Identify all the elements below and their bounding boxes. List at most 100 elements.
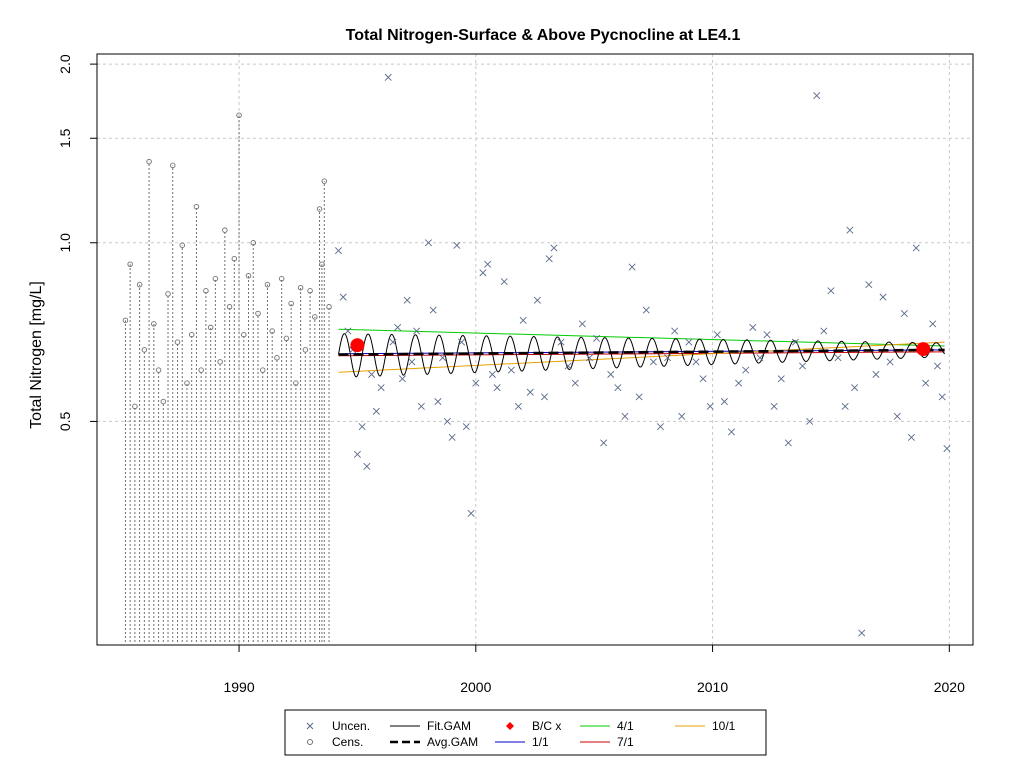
legend-7-1-label: 7/1 [617, 735, 634, 749]
censored-point [278, 275, 285, 282]
uncensored-point [614, 384, 622, 392]
censored-point [321, 178, 328, 184]
uncensored-point [339, 293, 347, 301]
uncensored-point [389, 338, 397, 346]
x-tick-label: 2000 [460, 679, 491, 695]
censored-point [312, 314, 318, 320]
uncensored-point [500, 278, 508, 286]
legend-fit-gam-label: Fit.GAM [427, 719, 471, 733]
uncensored-point [784, 439, 792, 447]
censored-point [241, 331, 247, 338]
uncensored-point [453, 241, 461, 249]
uncensored-point [770, 402, 778, 410]
uncensored-point [791, 338, 799, 346]
uncensored-point [434, 398, 442, 406]
censored-point [250, 240, 257, 246]
censored-point [160, 398, 167, 405]
uncensored-point [749, 323, 757, 331]
censored-point [198, 367, 204, 373]
legend-uncen--swatch [306, 722, 314, 730]
y-tick-label: 0.5 [57, 411, 73, 431]
x-tick-label: 2020 [934, 679, 965, 695]
legend-4-1-label: 4/1 [617, 719, 634, 733]
legend-cens--label: Cens. [332, 735, 363, 749]
legend-1-1-label: 1/1 [532, 735, 549, 749]
censored-point [136, 281, 143, 288]
uncensored-point [685, 338, 693, 346]
uncensored-point [912, 244, 920, 252]
uncensored-point [593, 334, 601, 342]
censored-point [203, 288, 209, 294]
y-tick-label: 1.5 [57, 128, 73, 148]
chart-title: Total Nitrogen-Surface & Above Pycnoclin… [346, 27, 741, 44]
uncensored-point [472, 379, 480, 387]
uncensored-point [600, 439, 608, 447]
censored-point [122, 317, 129, 324]
baseline-current-point [916, 342, 931, 357]
uncensored-point [507, 366, 515, 374]
censored-point [141, 347, 148, 353]
censored-point [179, 242, 185, 249]
uncensored-point [813, 92, 821, 100]
uncensored-point [907, 433, 915, 441]
uncensored-point [424, 239, 432, 247]
uncensored-point [398, 375, 406, 383]
uncensored-point [706, 402, 714, 410]
seasonal-line-4-1 [338, 328, 945, 347]
fit-gam-series [337, 333, 946, 378]
fit-gam-line [337, 333, 946, 378]
uncensored-point [929, 320, 937, 328]
uncensored-point [872, 370, 880, 378]
uncensored-point [635, 393, 643, 401]
uncensored-point [564, 362, 572, 370]
uncensored-point [467, 509, 475, 517]
uncensored-point [448, 433, 456, 441]
uncensored-point [384, 73, 392, 81]
censored-point [274, 355, 280, 361]
uncensored-point [363, 462, 371, 470]
uncensored-point [488, 370, 496, 378]
axis-ticks: 1990 2000 2010 2020 0.5 1.0 1.5 2.0 [57, 54, 965, 695]
uncensored-point [777, 375, 785, 383]
uncensored-point [585, 354, 593, 362]
seasonal-line-10-1 [338, 341, 945, 373]
censored-point [151, 321, 157, 327]
uncensored-point [458, 338, 466, 346]
uncensored-point [922, 379, 930, 387]
legend-b-c-x-label: B/C x [532, 719, 561, 733]
y-tick-label: 2.0 [57, 54, 73, 74]
censored-point [226, 304, 233, 310]
censored-point [217, 359, 223, 365]
censored-point [174, 339, 181, 345]
y-tick-label: 1.0 [57, 233, 73, 253]
uncensored-point [413, 327, 421, 335]
uncensored-point [900, 309, 908, 318]
y-axis-label: Total Nitrogen [mg/L] [28, 281, 45, 429]
baseline-current-point [350, 338, 365, 353]
uncensored-point [526, 388, 534, 396]
uncensored-point [394, 323, 402, 331]
uncensored-point [403, 296, 411, 304]
censored-point [316, 206, 323, 212]
uncensored-point [377, 384, 385, 392]
uncensored-point [664, 354, 672, 362]
censored-point [193, 203, 200, 210]
uncensored-point [827, 287, 835, 295]
uncensored-point [514, 402, 522, 410]
x-tick-label: 2010 [697, 679, 728, 695]
censored-point [207, 324, 214, 331]
uncensored-point [540, 393, 548, 401]
uncensored-point [642, 306, 650, 314]
uncensored-point [353, 450, 361, 458]
uncensored-point [439, 354, 447, 362]
uncensored-point [799, 362, 807, 370]
uncensored-point [720, 398, 728, 406]
avg-gam-line [338, 348, 945, 356]
censored-point [188, 331, 195, 338]
uncensored-point [550, 244, 558, 252]
uncensored-point [742, 366, 750, 374]
uncensored-point [545, 255, 553, 263]
uncensored-point [462, 423, 470, 431]
uncensored-point [858, 629, 866, 637]
